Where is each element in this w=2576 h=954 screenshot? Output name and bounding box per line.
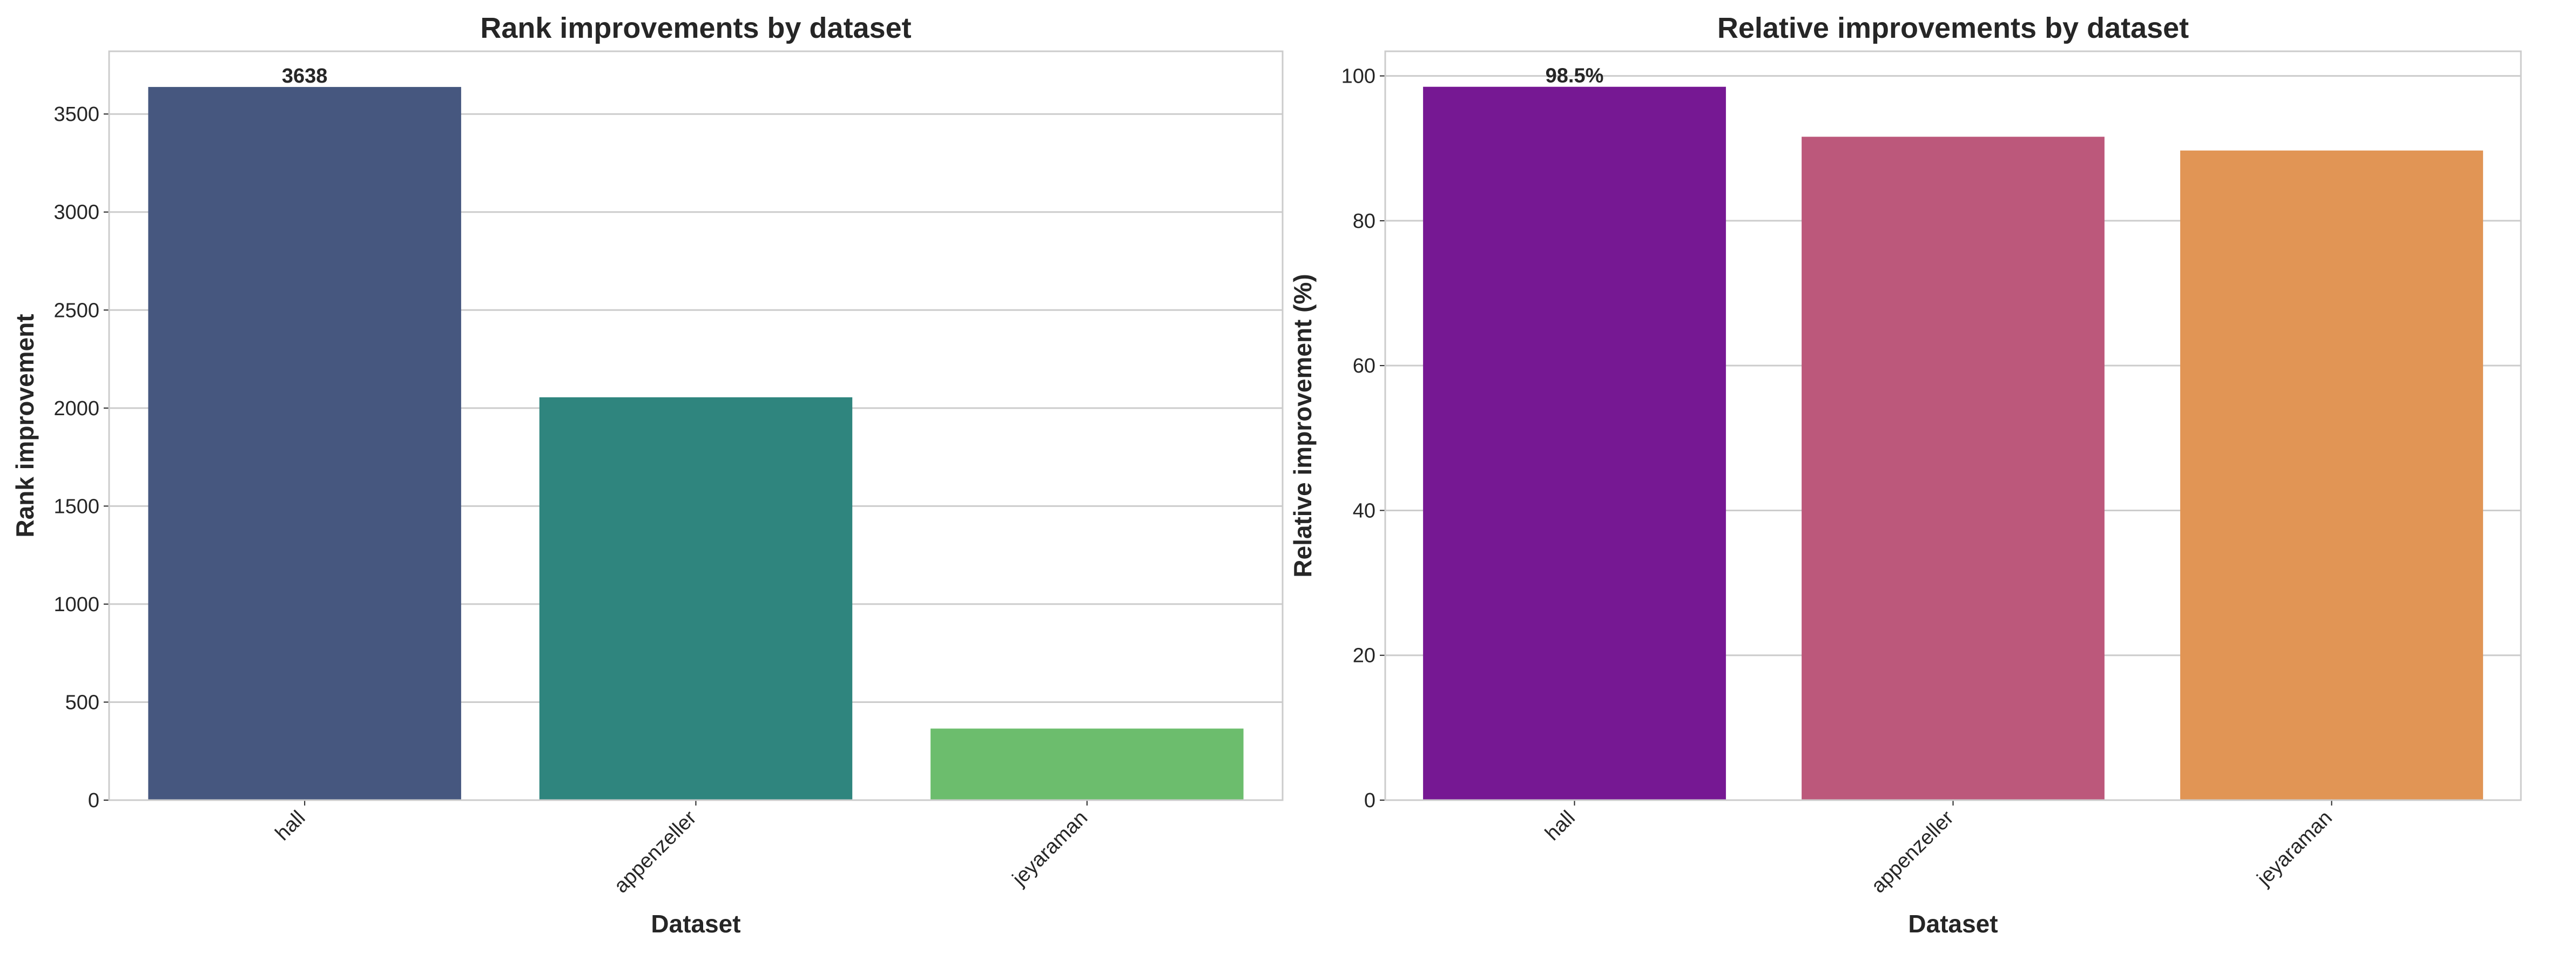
data-label: 98.5% — [1546, 65, 1604, 87]
bar-appenzeller — [539, 397, 853, 800]
y-tick-label: 1500 — [53, 495, 99, 518]
y-tick-label: 2000 — [53, 397, 99, 420]
y-tick-label: 100 — [1341, 65, 1375, 88]
x-tick-label: appenzeller — [610, 806, 701, 897]
y-tick-label: 0 — [1364, 789, 1375, 812]
y-tick-label: 3500 — [53, 103, 99, 126]
bar-jeyaraman — [2180, 150, 2483, 801]
bar-hall — [1423, 86, 1726, 800]
y-tick-label: 3000 — [53, 201, 99, 224]
data-label: 3638 — [282, 65, 328, 87]
y-tick-label: 60 — [1353, 355, 1375, 377]
y-tick-label: 20 — [1353, 645, 1375, 667]
y-tick-label: 0 — [88, 789, 99, 812]
y-axis-label: Rank improvement — [11, 314, 39, 537]
rank-improvement-chart: 0 500 1000 1500 2000 2500 3000 3500 hall appenzel… — [11, 12, 1284, 938]
x-tick-label: jeyaraman — [1008, 807, 1092, 891]
y-tick-label: 2500 — [53, 299, 99, 322]
x-axis-label: Dataset — [1908, 910, 1998, 938]
chart-title: Relative improvements by dataset — [1717, 12, 2189, 44]
y-tick-label: 500 — [65, 691, 99, 714]
x-tick-label: jeyaraman — [2253, 807, 2337, 891]
y-axis-label: Relative improvement (%) — [1289, 274, 1317, 577]
y-tick-label: 80 — [1353, 210, 1375, 233]
plot-frame — [1384, 50, 2522, 801]
plot-frame — [108, 50, 1284, 801]
bar-appenzeller — [1802, 137, 2105, 801]
y-tick-label: 40 — [1353, 499, 1375, 522]
bar-jeyaraman — [930, 728, 1244, 800]
relative-improvement-chart: 0 20 40 60 80 100 hall appenzeller jeyaraman 98.5… — [1289, 12, 2522, 938]
bar-hall — [148, 87, 461, 801]
y-tick-label: 1000 — [53, 593, 99, 616]
x-tick-label: appenzeller — [1867, 806, 1958, 897]
x-tick-label: hall — [1541, 807, 1580, 845]
x-axis-label: Dataset — [651, 910, 740, 938]
x-tick-label: hall — [271, 807, 310, 845]
chart-title: Rank improvements by dataset — [480, 12, 911, 44]
